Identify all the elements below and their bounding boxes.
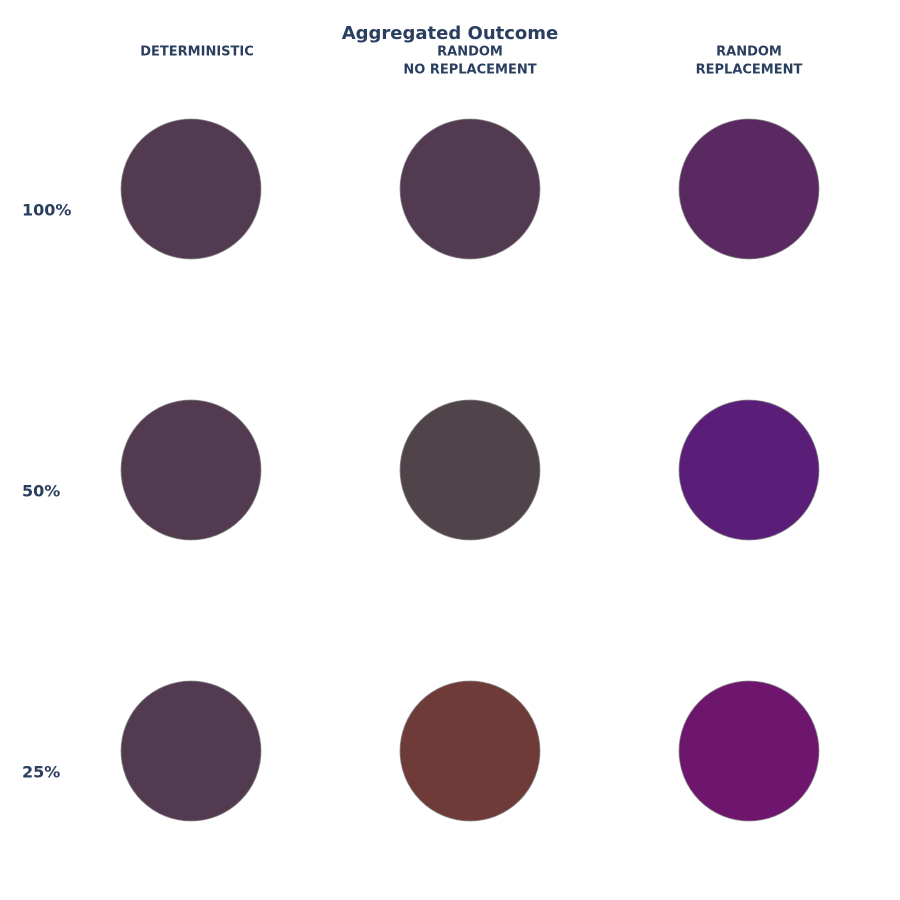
column-label: RANDOM <box>716 45 782 60</box>
row-label: 50% <box>22 482 60 501</box>
swatch <box>399 118 541 260</box>
column-label: RANDOM <box>437 45 503 60</box>
column-label: DETERMINISTIC <box>140 45 254 60</box>
row-label: 100% <box>22 201 71 220</box>
column-label: REPLACEMENT <box>696 63 803 78</box>
swatch <box>120 118 262 260</box>
row-label: 25% <box>22 763 60 782</box>
swatch <box>678 399 820 541</box>
swatch <box>120 680 262 822</box>
swatch <box>120 399 262 541</box>
swatch <box>399 399 541 541</box>
title: Aggregated Outcome <box>342 23 559 44</box>
swatch <box>678 680 820 822</box>
column-label: NO REPLACEMENT <box>403 63 536 78</box>
swatch <box>399 680 541 822</box>
swatch <box>678 118 820 260</box>
